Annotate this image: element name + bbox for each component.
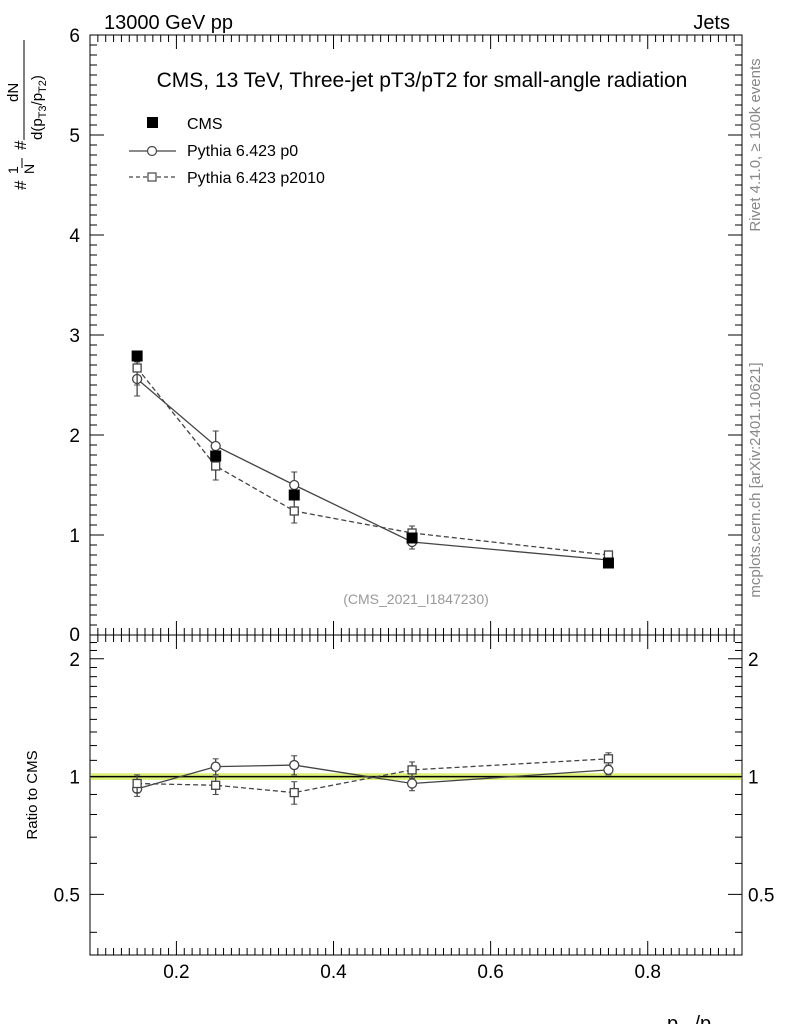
x-axis-label-text: pT3/pT2 — [667, 1013, 728, 1024]
main-cms-point — [602, 557, 614, 569]
legend-p0-marker — [146, 145, 158, 157]
ratio-p2010-point — [132, 778, 142, 789]
y-tick-label-main-zero: 0 — [69, 625, 80, 646]
ratio-p0-point — [603, 764, 614, 776]
ratio-p2010-point — [603, 754, 614, 764]
ratio-p2010-point — [211, 780, 221, 790]
mcplots-label: mcplots.cern.ch [arXiv:2401.10621] — [747, 362, 764, 597]
ratio-y-axis-label: Ratio to CMS — [24, 750, 41, 839]
main-cms-point — [406, 532, 418, 544]
y-tick-label-main: 5 — [69, 126, 80, 147]
y-tick-label-ratio-right: 2 — [748, 650, 759, 671]
legend-p0-label: Pythia 6.423 p0 — [187, 143, 298, 160]
y-tick-label-ratio: 1 — [69, 768, 80, 789]
ratio-p2010-point — [289, 787, 299, 798]
y-tick-label-main: 6 — [69, 26, 80, 47]
main-p0-line — [136, 378, 609, 561]
chart-title: CMS, 13 TeV, Three-jet pT3/pT2 for small… — [157, 69, 688, 92]
main-cms-point — [288, 489, 300, 501]
y-tick-label-main: 1 — [69, 526, 80, 547]
ratio-p2010-line — [137, 758, 609, 794]
y-tick-label-ratio: 2 — [69, 650, 80, 671]
y-tick-label-ratio-right: 1 — [748, 768, 759, 789]
y-tick-label-main: 2 — [69, 426, 80, 447]
main-series-group — [131, 350, 614, 569]
header-category: Jets — [693, 12, 730, 34]
main-p0-point — [289, 479, 300, 491]
main-cms-point — [131, 350, 143, 362]
main-p2010-point — [132, 363, 142, 373]
y-label-N: N — [21, 164, 37, 174]
y-tick-label-ratio: 0.5 — [54, 885, 80, 906]
legend-p2010-marker — [147, 172, 157, 182]
ratio-p0-point — [289, 759, 300, 771]
main-p0-point — [210, 440, 221, 452]
y-label-dN: dN — [5, 83, 22, 102]
rivet-version-label: Rivet 4.1.0, ≥ 100k events — [747, 58, 764, 231]
ratio-p0-point — [406, 778, 418, 789]
legend-cms-marker — [147, 117, 158, 128]
header-energy: 13000 GeV pp — [104, 12, 233, 34]
y-tick-label-main: 4 — [69, 226, 80, 247]
legend: CMS Pythia 6.423 p0 Pythia 6.423 p2010 — [129, 116, 325, 187]
legend-p2010-label: Pythia 6.423 p2010 — [187, 170, 325, 187]
legend-cms-label: CMS — [187, 116, 223, 133]
ratio-p2010-point — [407, 765, 417, 775]
ratio-series-group — [131, 752, 614, 805]
main-cms-point — [210, 450, 222, 462]
axis-ticks — [90, 34, 743, 955]
main-p2010-point — [211, 461, 221, 471]
y-tick-label-main: 3 — [69, 326, 80, 347]
ratio-panel-frame — [89, 634, 743, 956]
y-tick-label-ratio-right: 0.5 — [748, 885, 774, 906]
main-p2010-point — [289, 506, 299, 516]
analysis-id: (CMS_2021_I1847230) — [343, 591, 489, 607]
main-p2010-line — [136, 367, 609, 556]
y-label-one: 1 — [5, 166, 21, 174]
y-label-hash1: # — [11, 180, 30, 190]
ratio-p0-point — [210, 761, 221, 772]
y-label-hash2: # — [11, 140, 30, 150]
y-label-denominator: d(pT3/pT2) — [29, 75, 49, 140]
x-tick-label: 0.8 — [635, 962, 661, 983]
tick-labels: 0.2 0.4 0.6 0.8 1 2 3 4 5 6 0 0.5 0.5 1 1 2 2 — [54, 26, 775, 983]
x-tick-label: 0.6 — [477, 962, 503, 983]
x-tick-label: 0.2 — [163, 962, 189, 983]
main-y-axis-label: # 1 N # dN d(pT3/pT2) — [5, 40, 49, 190]
x-tick-label: 0.4 — [320, 962, 347, 983]
